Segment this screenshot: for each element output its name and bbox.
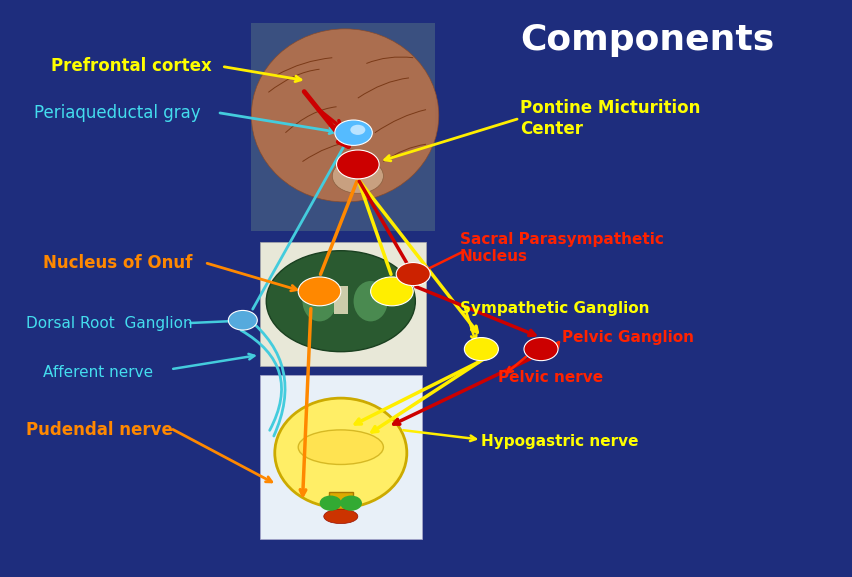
FancyBboxPatch shape	[329, 492, 353, 509]
Bar	[334, 286, 348, 314]
Text: Components: Components	[521, 24, 774, 57]
Ellipse shape	[298, 430, 383, 464]
Text: Sympathetic Ganglion: Sympathetic Ganglion	[460, 301, 649, 316]
Text: Prefrontal cortex: Prefrontal cortex	[51, 57, 212, 76]
Ellipse shape	[302, 281, 337, 321]
Text: Pontine Micturition
Center: Pontine Micturition Center	[520, 99, 700, 138]
Ellipse shape	[274, 398, 407, 508]
Circle shape	[341, 496, 361, 510]
Circle shape	[464, 338, 498, 361]
Bar	[260, 242, 426, 366]
Circle shape	[350, 125, 366, 135]
Ellipse shape	[332, 159, 383, 193]
Text: Afferent nerve: Afferent nerve	[43, 365, 153, 380]
Text: Pudendal nerve: Pudendal nerve	[26, 421, 172, 439]
Circle shape	[371, 277, 413, 306]
FancyBboxPatch shape	[251, 23, 435, 231]
Text: Periaqueductal gray: Periaqueductal gray	[34, 103, 201, 122]
Circle shape	[524, 338, 558, 361]
Text: Nucleus of Onuf: Nucleus of Onuf	[43, 253, 192, 272]
Text: Pelvic Ganglion: Pelvic Ganglion	[562, 330, 694, 345]
Circle shape	[335, 120, 372, 145]
Circle shape	[337, 150, 379, 179]
Ellipse shape	[251, 29, 439, 202]
FancyArrowPatch shape	[247, 318, 285, 436]
Bar	[260, 375, 422, 539]
Text: Pelvic nerve: Pelvic nerve	[498, 370, 603, 385]
Circle shape	[228, 310, 257, 330]
Text: Dorsal Root  Ganglion: Dorsal Root Ganglion	[26, 316, 193, 331]
Ellipse shape	[324, 509, 358, 524]
Circle shape	[320, 496, 341, 510]
Ellipse shape	[354, 281, 388, 321]
FancyArrowPatch shape	[241, 330, 281, 430]
Ellipse shape	[266, 250, 416, 352]
Circle shape	[396, 263, 430, 286]
Text: Sacral Parasympathetic
Nucleus: Sacral Parasympathetic Nucleus	[460, 232, 664, 264]
Circle shape	[298, 277, 341, 306]
Text: Hypogastric nerve: Hypogastric nerve	[481, 434, 639, 449]
